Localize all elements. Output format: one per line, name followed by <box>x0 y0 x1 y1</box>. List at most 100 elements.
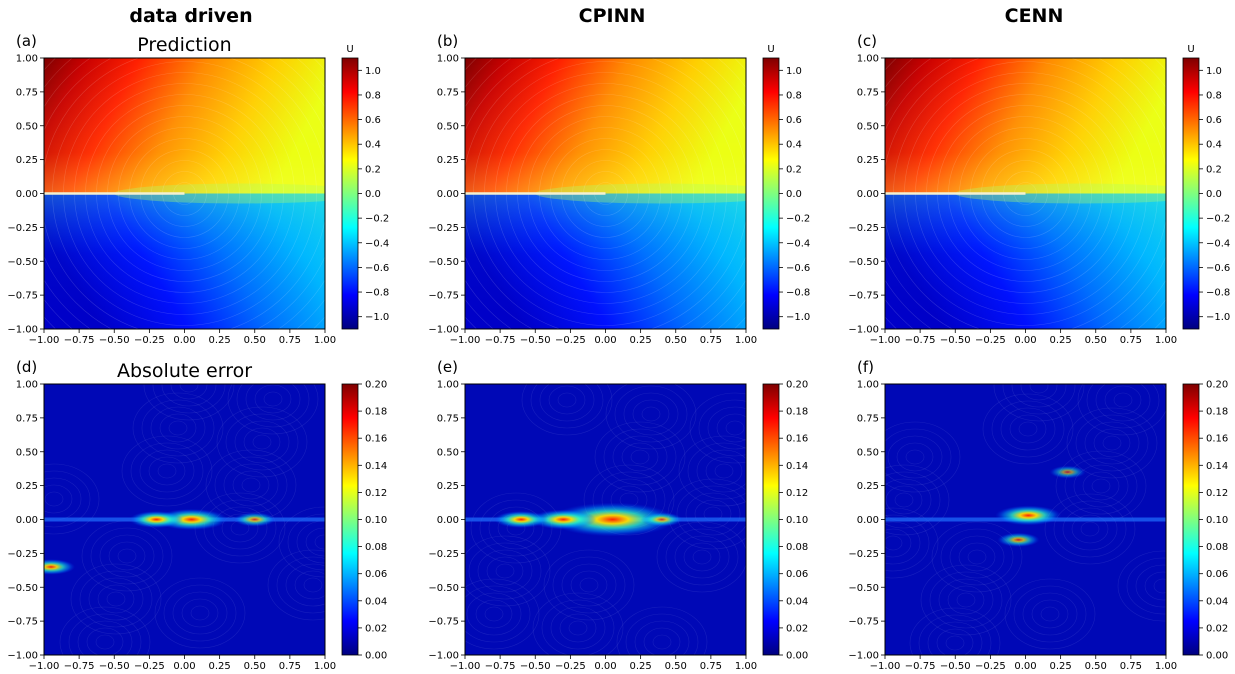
transition-band <box>535 183 746 204</box>
colorbar-tick-label: 0.04 <box>1206 596 1228 607</box>
contour-line <box>157 463 177 479</box>
contour-line <box>621 442 659 472</box>
y-tick-label: 0.25 <box>857 155 879 166</box>
y-tick-label: 1.00 <box>437 54 459 65</box>
x-tick-label: 0.00 <box>594 661 616 672</box>
error-hotspot <box>640 512 683 527</box>
x-tick-label: −0.25 <box>975 335 1006 346</box>
colorbar-tick-label: 0.12 <box>786 488 808 499</box>
contour-line <box>159 413 197 443</box>
colorbar-tick-label: 0.10 <box>786 515 808 526</box>
colorbar-tick-label: 0.00 <box>1206 651 1228 662</box>
y-tick-label: 1.00 <box>437 380 459 391</box>
colorbar-gradient <box>762 383 780 656</box>
contour-line <box>70 563 162 635</box>
contour-line <box>1029 384 1049 394</box>
contour-line <box>172 591 228 635</box>
contour-line <box>689 392 746 464</box>
y-tick-label: 0.00 <box>437 189 459 200</box>
x-tick-label: −0.50 <box>99 335 130 346</box>
contour-line <box>241 477 261 493</box>
contour-line <box>1066 407 1158 479</box>
colorbar-tick-label: 0.06 <box>786 569 808 580</box>
colorbar-label: U <box>346 44 353 55</box>
contour-line <box>945 635 965 651</box>
heatmap-field <box>885 58 1166 329</box>
contour-line <box>623 392 679 436</box>
colorbar-tick-label: 1.0 <box>365 66 381 77</box>
contour-line <box>685 492 741 536</box>
contour-line <box>541 599 615 655</box>
y-tick-label: 0.75 <box>857 87 879 98</box>
x-tick-label: 1.00 <box>314 335 336 346</box>
contour-line <box>947 585 985 615</box>
panel-letter: (b) <box>437 32 458 50</box>
contour-line <box>1080 521 1100 537</box>
heatmap-field <box>44 58 325 329</box>
contour-line <box>59 606 151 655</box>
field-lower-shade <box>885 193 1166 329</box>
x-tick-label: 0.75 <box>1120 335 1142 346</box>
x-tick-label: −1.00 <box>29 661 60 672</box>
contour-line <box>678 435 746 507</box>
y-tick-label: 0.50 <box>437 447 459 458</box>
contour-line <box>1062 507 1118 551</box>
error-hotspot <box>129 511 184 528</box>
colorbar-tick-label: −0.6 <box>786 263 810 274</box>
contour-line <box>707 406 746 450</box>
contour-line <box>539 384 595 422</box>
contour-line <box>1031 599 1069 629</box>
x-tick-label: −0.75 <box>485 335 516 346</box>
contour-line <box>190 605 210 621</box>
y-tick-label: −0.75 <box>7 291 38 302</box>
x-tick-label: 0.50 <box>1085 661 1107 672</box>
contour-line <box>139 449 195 493</box>
contour-line <box>1113 392 1133 408</box>
colorbar-tick-label: 0.8 <box>1206 90 1222 101</box>
contour-line <box>885 521 921 565</box>
contour-line <box>1020 384 1058 401</box>
contour-line <box>687 442 746 500</box>
contour-line <box>314 534 325 550</box>
panel-letter: (a) <box>16 32 37 50</box>
contour-line <box>552 556 626 614</box>
error-hotspot <box>494 511 549 528</box>
contour-line <box>216 406 308 478</box>
colorbar-tick-label: 0.14 <box>1206 461 1228 472</box>
colorbar-gradient <box>341 57 359 330</box>
y-tick-label: −0.50 <box>428 257 459 268</box>
contour-line <box>656 521 746 593</box>
y-tick-label: −0.25 <box>7 223 38 234</box>
colorbar: 0.00 0.02 0.04 0.06 0.08 0.10 0.12 0.14 0.16 0.18… <box>341 380 387 662</box>
contour-line <box>106 591 126 607</box>
contour-line <box>532 592 624 655</box>
colorbar-tick-label: 0.6 <box>786 115 802 126</box>
contour-line <box>931 521 1023 593</box>
x-tick-label: −0.25 <box>975 661 1006 672</box>
contour-line <box>725 420 745 436</box>
contour-line <box>887 435 943 479</box>
x-tick-label: 0.25 <box>629 335 651 346</box>
contour-line <box>692 549 712 565</box>
contour-line <box>716 413 746 443</box>
contour-line <box>130 442 204 500</box>
x-tick-label: −1.00 <box>450 335 481 346</box>
transition-band <box>114 183 325 204</box>
contour-line <box>1126 557 1166 615</box>
contour-line <box>179 384 199 393</box>
contour-line <box>477 549 533 593</box>
contour-line <box>1104 385 1142 415</box>
x-tick-label: −0.75 <box>905 661 936 672</box>
x-tick-label: 0.00 <box>173 335 195 346</box>
panel-title: Absolute error <box>117 360 252 382</box>
contour-line <box>170 384 208 400</box>
y-tick-label: 0.25 <box>857 481 879 492</box>
contour-line <box>885 528 912 558</box>
colorbar-tick-label: 0.6 <box>1206 115 1222 126</box>
contour-line <box>44 491 64 507</box>
contour-line <box>705 456 743 486</box>
contour-line <box>885 464 950 536</box>
panel-b: (b) −1.00−1.00 −0.75 −0.75 −0.50 −0.50 −0.25 −0… <box>428 32 810 346</box>
x-tick-label: 0.25 <box>208 661 230 672</box>
contour-line <box>168 420 188 436</box>
